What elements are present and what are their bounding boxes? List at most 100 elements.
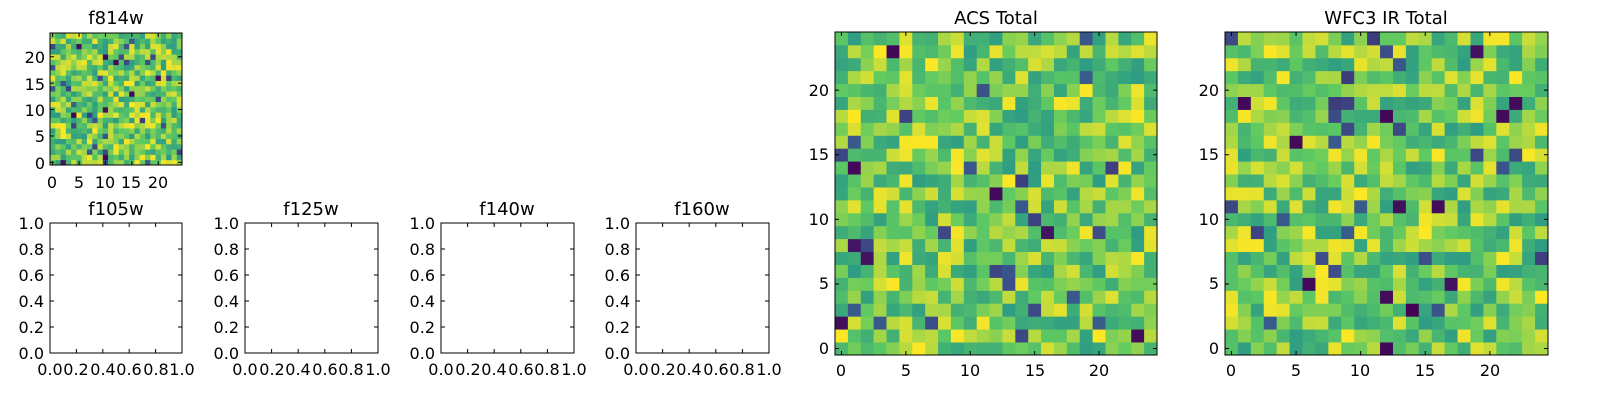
heatmap-cell [950,342,965,356]
heatmap-cell [1276,225,1290,240]
heatmap-cell [102,64,109,71]
heatmap-cell [139,106,146,113]
heatmap-cell [1276,83,1290,97]
heatmap-cell [1118,44,1132,59]
heatmap-cell [155,64,162,71]
heatmap-cell [860,212,875,227]
heatmap-cell [1092,225,1106,240]
x-tick-label: 10 [1350,361,1370,380]
heatmap-cell [1354,199,1368,214]
heatmap-cell [1315,187,1329,201]
heatmap-cell [65,48,72,55]
heatmap-cell [1118,148,1132,162]
heatmap-cell [1341,32,1355,46]
heatmap-cell [1079,251,1093,265]
heatmap-cell [1002,187,1016,201]
heatmap-cell [1470,122,1484,136]
heatmap-cell [1315,290,1329,304]
heatmap-cell [1457,96,1471,110]
heatmap-cell [1002,135,1016,149]
heatmap-cell [1392,238,1407,253]
heatmap-cell [1276,303,1290,317]
heatmap-cell [50,75,56,81]
heatmap-cell [123,122,130,129]
heatmap-cell [899,135,913,149]
heatmap-cell [1354,303,1368,317]
heatmap-cell [1053,238,1068,253]
heatmap-cell [123,159,130,166]
heatmap-cell [847,70,862,85]
heatmap-cell [171,122,178,129]
heatmap-cell [50,138,56,145]
heatmap-cell [108,48,114,55]
heatmap-cell [108,43,114,50]
heatmap-cell [1015,44,1029,59]
heatmap-cell [1015,238,1029,253]
heatmap-cell [873,251,887,265]
heatmap-cell [166,159,172,166]
heatmap-cell [1328,342,1342,356]
heatmap-cell [1405,316,1420,330]
heatmap-cell [1263,96,1278,110]
heatmap-cell [1315,174,1329,188]
heatmap-cell [55,69,61,76]
heatmap-cell [171,96,178,103]
heatmap-cell [113,38,120,44]
heatmap-cell [1367,290,1381,304]
heatmap-cell [123,154,130,161]
heatmap-cell [1289,57,1303,72]
heatmap-cell [976,225,990,240]
heatmap-cell [899,44,913,59]
heatmap-cell [1380,135,1394,149]
heatmap-cell [1041,264,1055,278]
heatmap-cell [1131,174,1145,188]
heatmap-cell [145,138,151,145]
heatmap-cell [1028,148,1042,162]
heatmap-cell [97,106,104,113]
heatmap-cell [1367,342,1381,356]
heatmap-cell [1276,161,1290,175]
heatmap-cell [1509,225,1523,240]
heatmap-cell [129,59,135,66]
heatmap-cell [155,69,162,76]
y-tick-label: 5 [819,274,829,293]
heatmap-cell [1392,290,1407,304]
heatmap-cell [123,59,130,66]
heatmap-cell [50,59,56,66]
heatmap-cell [925,187,939,201]
heatmap-cell [835,212,849,227]
heatmap-cell [113,64,120,71]
heatmap-cell [1002,83,1016,97]
heatmap-cell [1496,316,1510,330]
heatmap-cell [1053,135,1068,149]
heatmap-cell [1392,109,1407,123]
heatmap-cell [1470,83,1484,97]
heatmap-cell [1053,212,1068,227]
heatmap-cell [1535,44,1549,59]
heatmap-cell [129,64,135,71]
heatmap-cell [86,80,93,87]
heatmap-cell [1276,199,1290,214]
heatmap-cell [1041,212,1055,227]
heatmap-cell [155,106,162,113]
heatmap-cell [1405,57,1420,72]
heatmap-cell [92,117,98,124]
heatmap-cell [171,159,178,166]
heatmap-cell [97,143,104,150]
heatmap-cell [1367,135,1381,149]
heatmap-cell [71,85,77,92]
heatmap-cell [1392,264,1407,278]
heatmap-cell [1144,264,1158,278]
heatmap-cell [860,70,875,85]
heatmap-cell [92,54,98,60]
heatmap-cell [925,148,939,162]
heatmap-cell [1092,83,1106,97]
heatmap-cell [1535,32,1549,46]
heatmap-cell [860,109,875,123]
heatmap-cell [118,133,125,139]
x-tick-label: 15 [1025,361,1045,380]
heatmap-cell [873,290,887,304]
heatmap-cell [950,83,965,97]
heatmap-cell [1225,109,1239,123]
heatmap-cell [97,48,104,55]
